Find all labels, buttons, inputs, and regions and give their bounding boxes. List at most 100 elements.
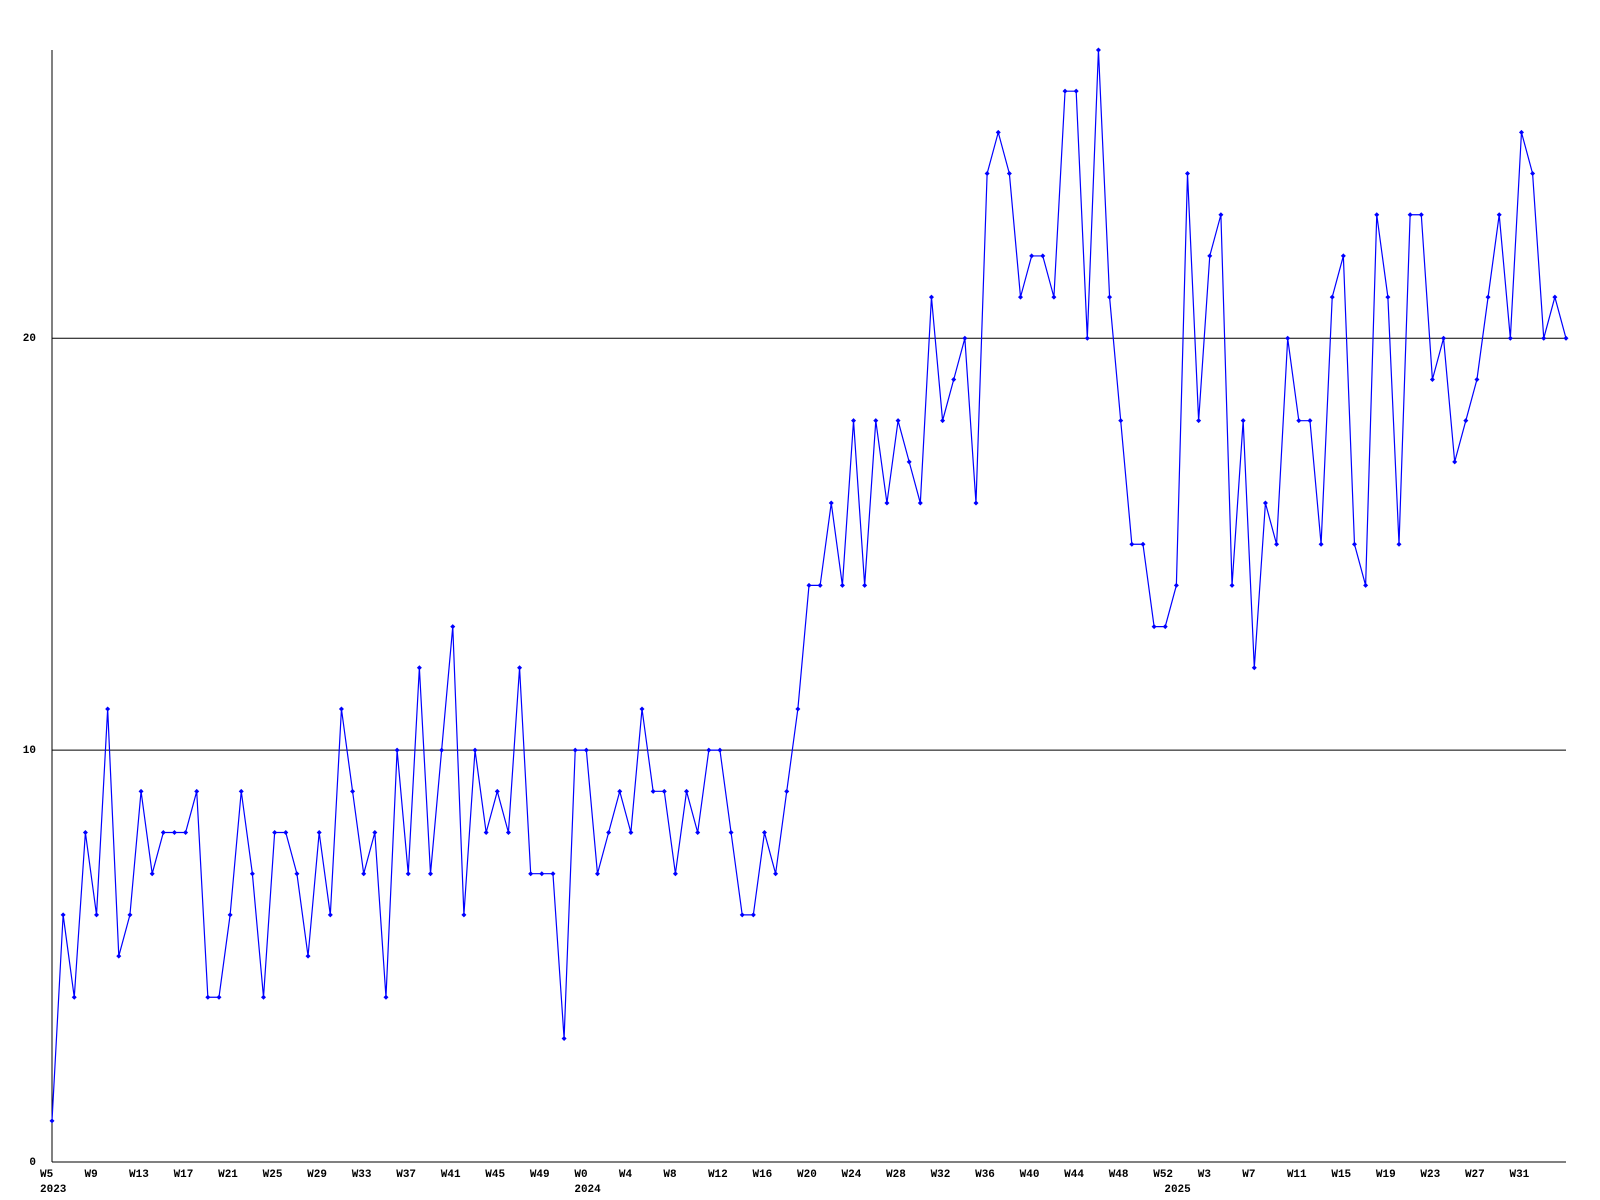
point [594, 871, 600, 877]
point [1530, 171, 1536, 177]
point [984, 171, 990, 177]
point [82, 830, 88, 836]
point [1429, 376, 1435, 382]
point [261, 994, 267, 1000]
point [1062, 88, 1068, 94]
point [1173, 582, 1179, 588]
point [1396, 541, 1402, 547]
x-tick-label: W33 [352, 1169, 372, 1181]
point [1262, 500, 1268, 506]
point [194, 788, 200, 794]
point [1073, 88, 1079, 94]
point [672, 871, 678, 877]
point [294, 871, 300, 877]
point [160, 830, 166, 836]
x-tick-label: W13 [129, 1169, 149, 1181]
point [1363, 582, 1369, 588]
point [1418, 212, 1424, 218]
point [1474, 376, 1480, 382]
point [394, 747, 400, 753]
point [528, 871, 534, 877]
point [1218, 212, 1224, 218]
point [1018, 294, 1024, 300]
x-tick-label: W52 [1153, 1169, 1173, 1181]
point [851, 418, 857, 424]
point [773, 871, 779, 877]
year-label: 2023 [40, 1184, 67, 1196]
point [249, 871, 255, 877]
point [283, 830, 289, 836]
point [695, 830, 701, 836]
x-tick-label: W40 [1020, 1169, 1040, 1181]
point [728, 830, 734, 836]
point [60, 912, 66, 918]
point [1084, 335, 1090, 341]
point [862, 582, 868, 588]
point [1329, 294, 1335, 300]
x-tick-label: W28 [886, 1169, 906, 1181]
point [940, 418, 946, 424]
x-tick-label: W5 [40, 1169, 54, 1181]
point [1463, 418, 1469, 424]
point [1485, 294, 1491, 300]
point [1029, 253, 1035, 259]
point [583, 747, 589, 753]
point [494, 788, 500, 794]
x-tick-label: W17 [174, 1169, 194, 1181]
point [1229, 582, 1235, 588]
point [428, 871, 433, 877]
point [361, 871, 367, 877]
x-tick-label: W37 [396, 1169, 416, 1181]
point [706, 747, 712, 753]
point [1351, 541, 1357, 547]
point [305, 953, 311, 959]
point [1541, 335, 1547, 341]
point [784, 788, 790, 794]
point [472, 747, 478, 753]
x-tick-label: W49 [530, 1169, 550, 1181]
point [1107, 294, 1113, 300]
point [327, 912, 333, 918]
point [873, 418, 879, 424]
year-label: 2024 [574, 1184, 601, 1196]
x-tick-label: W48 [1109, 1169, 1129, 1181]
point [517, 665, 523, 671]
point [183, 830, 189, 836]
point [839, 582, 845, 588]
point [561, 1035, 567, 1041]
point [1374, 212, 1380, 218]
x-tick-label: W8 [663, 1169, 677, 1181]
x-tick-label: W0 [574, 1169, 587, 1181]
point [750, 912, 756, 918]
point [1563, 335, 1569, 341]
point [1274, 541, 1280, 547]
year-label: 2025 [1164, 1184, 1191, 1196]
point [628, 830, 634, 836]
x-tick-label: W24 [842, 1169, 862, 1181]
point [138, 788, 144, 794]
point [227, 912, 233, 918]
point [439, 747, 445, 753]
point [1196, 418, 1202, 424]
point [1507, 335, 1513, 341]
point [372, 830, 378, 836]
point [1296, 418, 1302, 424]
y-tick-label: 10 [23, 745, 36, 757]
point [450, 624, 456, 630]
point [817, 582, 823, 588]
y-tick-label: 0 [29, 1157, 36, 1169]
point [1318, 541, 1324, 547]
point [1407, 212, 1413, 218]
point [1385, 294, 1391, 300]
x-tick-label: W44 [1064, 1169, 1084, 1181]
point [1340, 253, 1346, 259]
x-tick-label: W31 [1509, 1169, 1529, 1181]
x-tick-label: W4 [619, 1169, 633, 1181]
point [383, 994, 389, 1000]
point [995, 129, 1001, 135]
point [350, 788, 356, 794]
point [917, 500, 923, 506]
point [639, 706, 645, 712]
x-tick-label: W11 [1287, 1169, 1307, 1181]
